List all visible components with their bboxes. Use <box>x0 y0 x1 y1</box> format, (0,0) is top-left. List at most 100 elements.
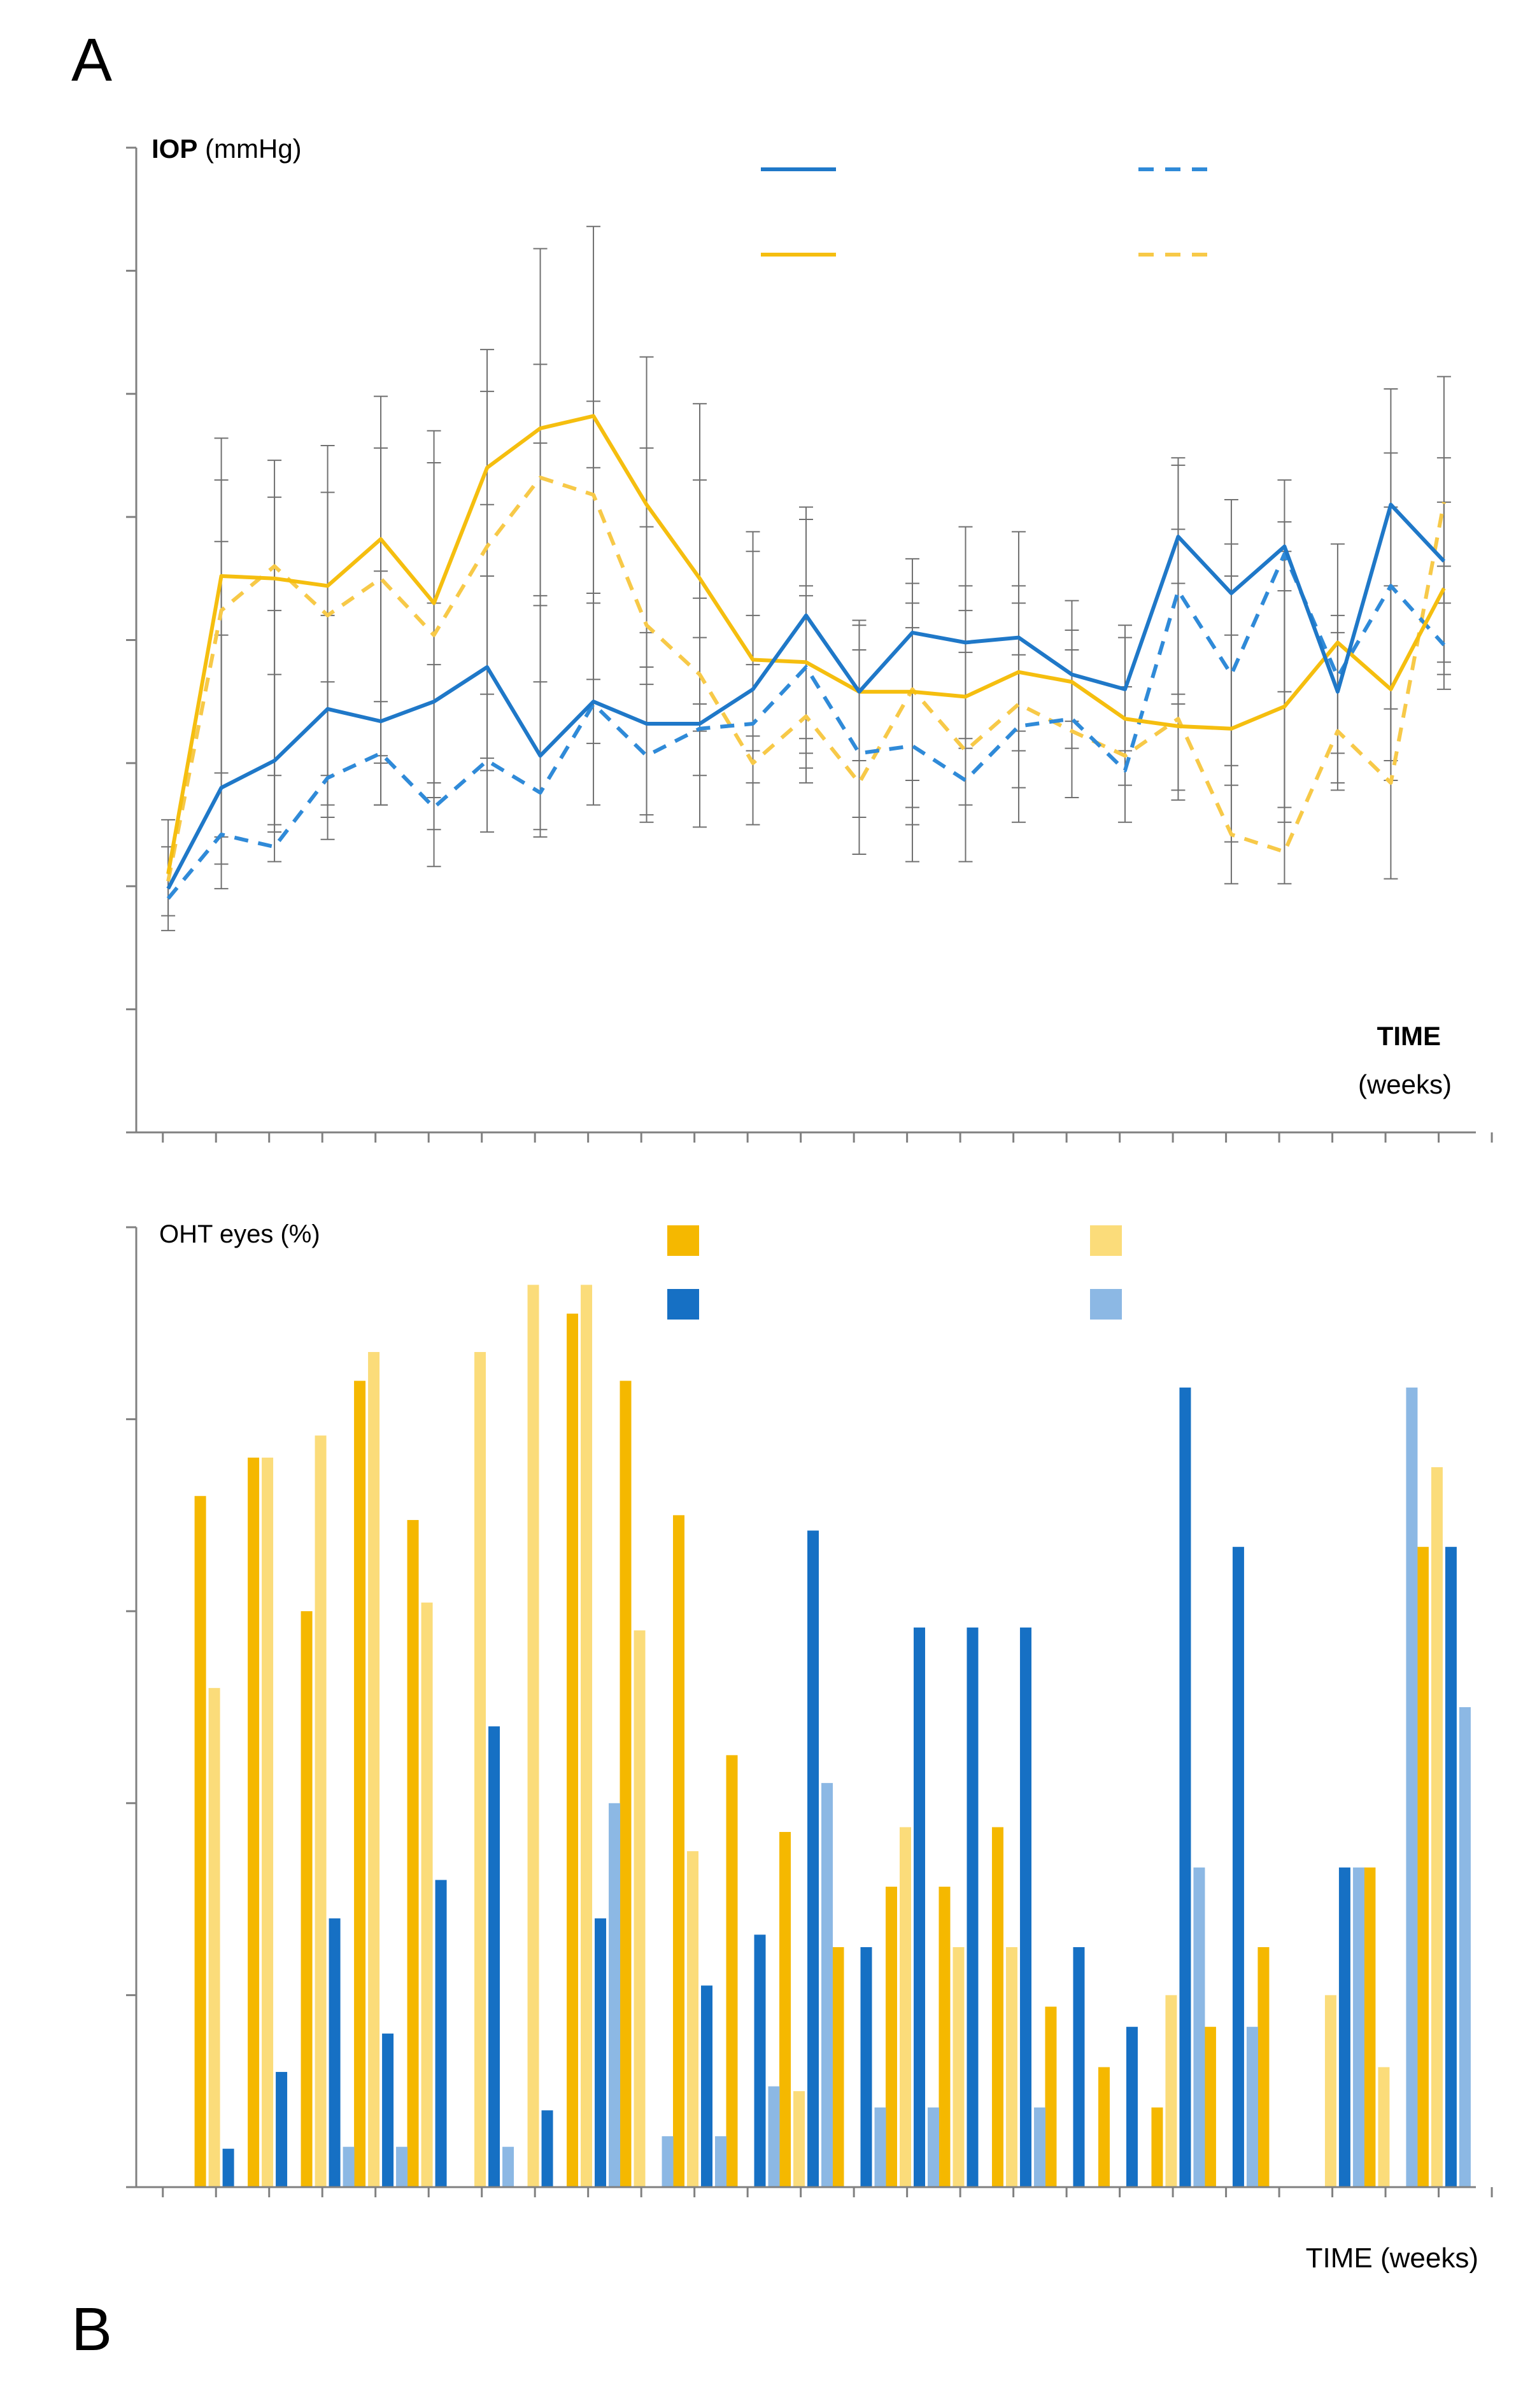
iop-error-bar <box>427 664 441 784</box>
oht-bar-epim-le <box>1324 1995 1336 2187</box>
iop-line-chart: IOP (mmHg) TIME (weeks) <box>126 134 1493 1143</box>
oht-bar-epim-re <box>991 1827 1003 2187</box>
oht-bar-ms-20-10-re <box>701 1985 713 2187</box>
oht-bar-ms-20-10-re <box>276 2072 288 2187</box>
iop-x-axis-label-weeks: (weeks) <box>1358 1069 1452 1099</box>
iop-error-bar <box>267 673 282 826</box>
iop-y-label-bold: IOP <box>152 134 197 164</box>
oht-bar-epim-le <box>581 1285 593 2187</box>
oht-bar-epim-le <box>262 1457 274 2187</box>
oht-bar-ms-20-10-re <box>754 1934 766 2187</box>
iop-y-label-unit: (mmHg) <box>197 134 301 164</box>
oht-bar-ms-20-10-le <box>927 2107 939 2187</box>
oht-bar-epim-re <box>354 1381 366 2187</box>
oht-bar-ms-20-10-re <box>222 2148 234 2187</box>
panel-label-b: B <box>71 2295 113 2363</box>
oht-bar-ms-20-10-re <box>435 1880 447 2187</box>
oht-bar-epim-le <box>1378 2067 1390 2187</box>
oht-bar-epim-le <box>793 2091 805 2187</box>
oht-bar-ms-20-10-re <box>1126 2027 1138 2187</box>
iop-series-line-ms-20-10-le <box>166 552 1446 900</box>
oht-bar-ms-20-10-re <box>541 2110 553 2187</box>
oht-bar-ms-20-10-re <box>595 1918 607 2187</box>
oht-bar-ms-20-10-re <box>1179 1387 1191 2187</box>
oht-bar-epim-le <box>1005 1947 1017 2187</box>
oht-bar-ms-20-10-re <box>1073 1947 1085 2187</box>
oht-bar-epim-re <box>567 1313 579 2187</box>
oht-bar-ms-20-10-le <box>1193 1867 1205 2187</box>
oht-bar-ms-20-10-le <box>821 1783 833 2187</box>
iop-x-axis-label-time: TIME <box>1377 1021 1441 1051</box>
oht-bar-epim-le <box>208 1687 220 2187</box>
oht-bar-epim-le <box>899 1827 911 2187</box>
iop-error-bar <box>586 593 601 680</box>
iop-error-bar <box>905 627 919 808</box>
oht-bar-ms-20-10-le <box>715 2136 727 2187</box>
iop-series-line-epim-re <box>166 414 1446 875</box>
iop-error-bar <box>1277 590 1292 693</box>
oht-bar-ms-20-10-le <box>768 2086 780 2187</box>
oht-bar-epim-re <box>1257 1947 1270 2187</box>
iop-error-bar <box>1436 565 1451 604</box>
iop-error-bar <box>1224 634 1238 766</box>
oht-bar-ms-20-10-re <box>860 1947 872 2187</box>
iop-error-bar <box>374 570 388 806</box>
panel-label-a: A <box>71 26 113 94</box>
oht-legend-swatch <box>1090 1289 1122 1320</box>
oht-bar-epim-le <box>368 1352 380 2187</box>
oht-bar-epim-re <box>779 1832 791 2187</box>
oht-bar-ms-20-10-le <box>662 2136 674 2187</box>
oht-bar-epim-re <box>194 1496 206 2187</box>
oht-legend <box>667 1225 1122 1320</box>
oht-legend-swatch <box>1090 1225 1122 1256</box>
iop-series-line-ms-20-10-re <box>166 502 1446 890</box>
oht-bar-ms-20-10-re <box>1338 1867 1350 2187</box>
iop-legend <box>761 167 1214 257</box>
oht-bar-ms-20-10-re <box>329 1918 341 2187</box>
oht-bar-ms-20-10-le <box>874 2107 886 2187</box>
iop-error-bar <box>533 442 548 607</box>
oht-bar-epim-le <box>687 1851 699 2187</box>
oht-bar-ms-20-10-re <box>807 1530 819 2187</box>
iop-error-bar <box>480 575 495 695</box>
iop-error-bar <box>214 634 229 838</box>
oht-bar-epim-le <box>1431 1467 1443 2187</box>
oht-bar-epim-le <box>634 1630 646 2187</box>
oht-bar-epim-re <box>832 1947 844 2187</box>
oht-bar-epim-re <box>301 1611 313 2187</box>
oht-y-axis-label: OHT eyes (%) <box>159 1220 320 1248</box>
oht-bar-epim-re <box>407 1519 419 2187</box>
oht-bar-ms-20-10-re <box>967 1627 979 2187</box>
oht-bar-ms-20-10-le <box>1406 1387 1418 2187</box>
oht-bar-epim-re <box>726 1755 738 2187</box>
oht-bar-epim-re <box>248 1457 260 2187</box>
iop-error-bar <box>374 701 388 764</box>
oht-bar-epim-re <box>1364 1867 1376 2187</box>
iop-series-line-epim-le <box>166 475 1446 882</box>
oht-bar-epim-le <box>421 1602 433 2187</box>
iop-error-bar <box>586 467 601 604</box>
oht-bar-epim-re <box>1204 2027 1216 2187</box>
iop-error-bar <box>1171 582 1186 695</box>
oht-bar-ms-20-10-le <box>1459 1707 1471 2187</box>
iop-error-bar <box>1011 654 1026 732</box>
oht-legend-swatch <box>667 1225 699 1256</box>
oht-bar-ms-20-10-re <box>1232 1547 1244 2187</box>
oht-bar-ms-20-10-le <box>1033 2107 1045 2187</box>
iop-error-bar <box>533 595 548 683</box>
iop-error-bar <box>852 649 867 762</box>
oht-bar-ms-20-10-re <box>1019 1627 1031 2187</box>
oht-bar-ms-20-10-le <box>1352 1867 1364 2187</box>
oht-bar-ms-20-10-re <box>488 1726 500 2187</box>
oht-bar-epim-le <box>474 1352 486 2187</box>
oht-bar-ms-20-10-le <box>396 2146 408 2187</box>
oht-bar-ms-20-10-le <box>609 1803 621 2187</box>
oht-bar-epim-re <box>1098 2067 1110 2187</box>
oht-bar-epim-re <box>1151 2107 1163 2187</box>
iop-error-bar <box>320 681 335 777</box>
oht-bar-epim-re <box>1045 2006 1057 2187</box>
oht-bar-epim-re <box>673 1515 685 2187</box>
oht-bar-chart: OHT eyes (%) TIME (weeks) <box>126 1220 1493 2274</box>
oht-bar-epim-re <box>1417 1547 1429 2187</box>
